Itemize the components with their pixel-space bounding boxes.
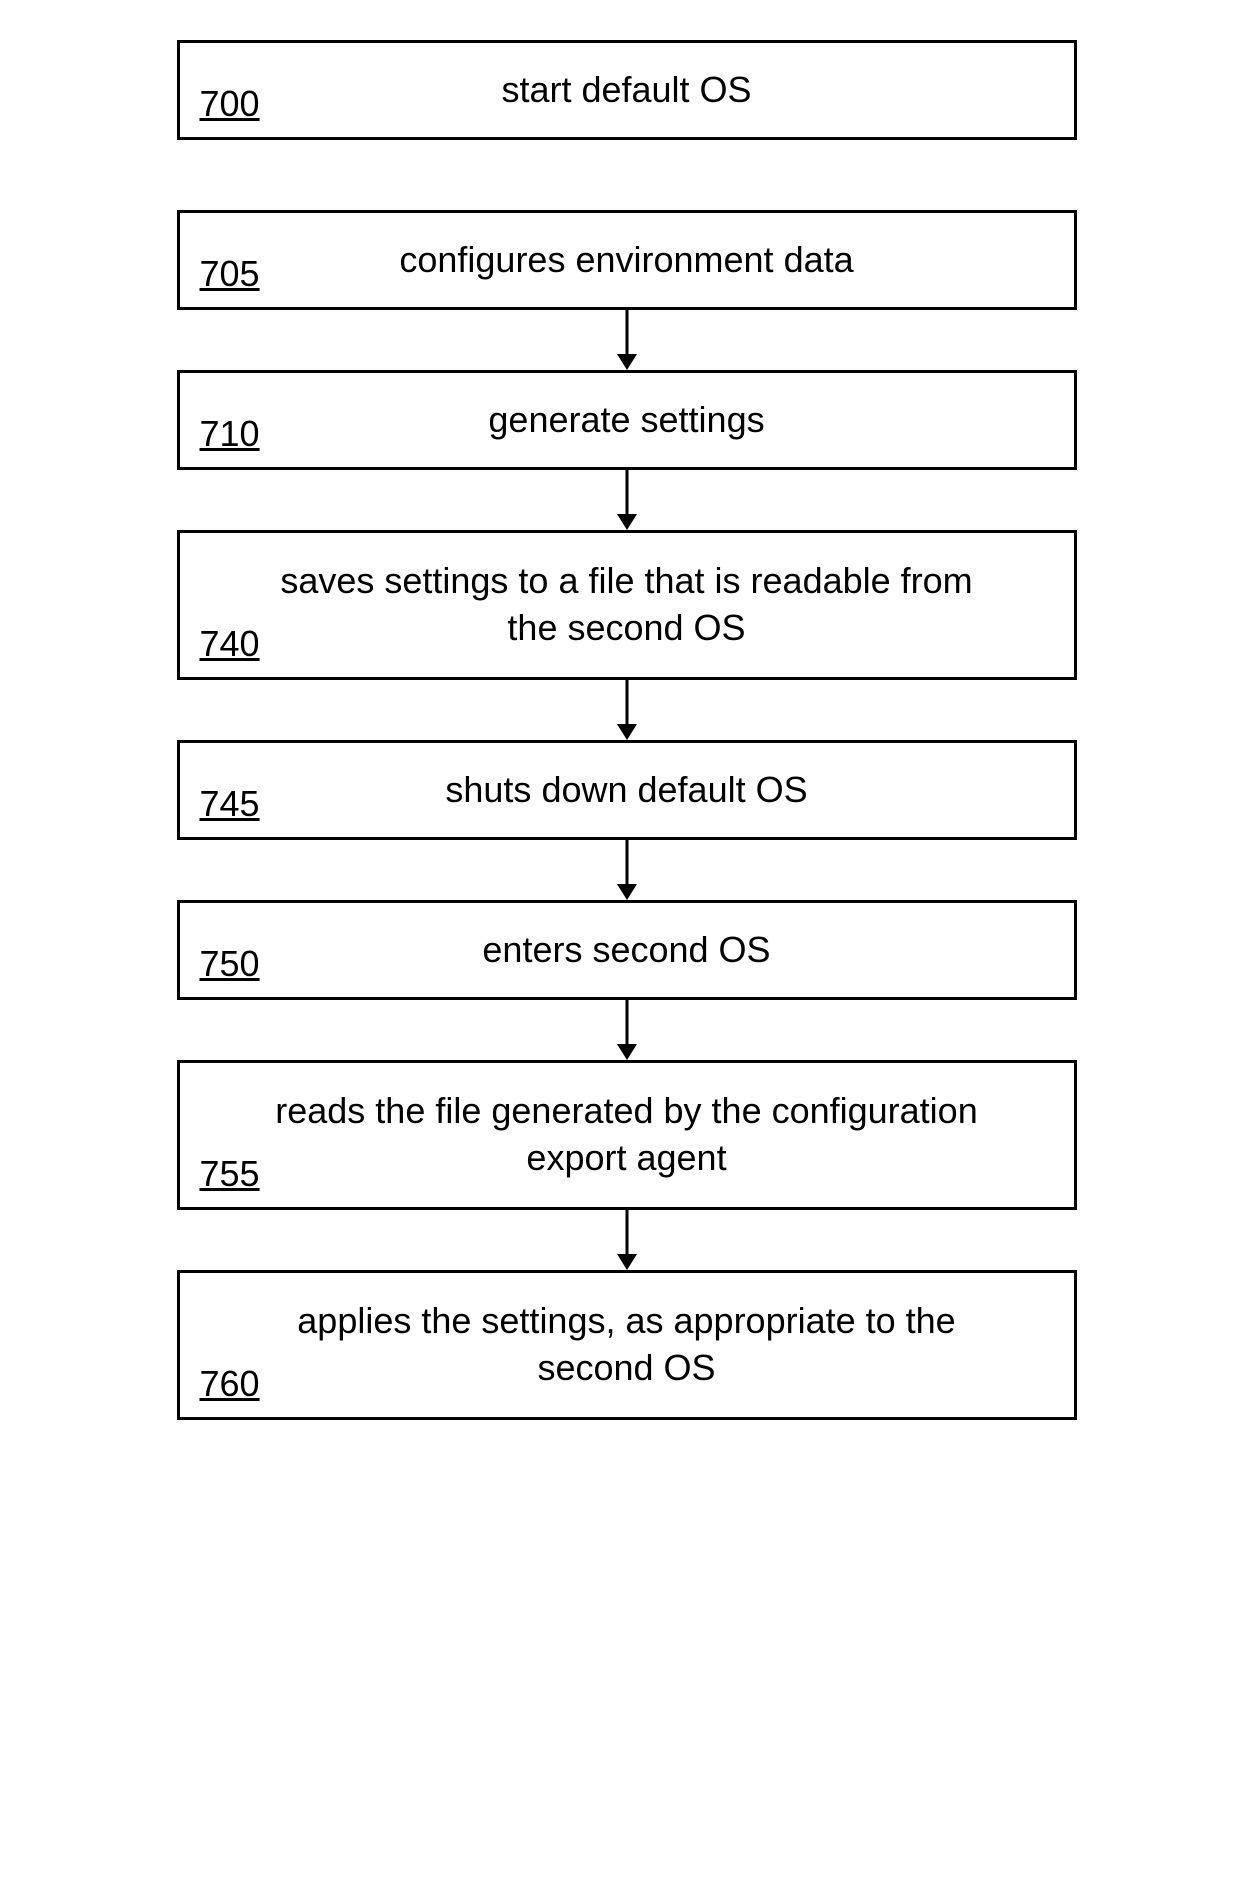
flow-arrow [607,840,647,900]
flow-box-number: 700 [200,83,260,125]
flow-arrow [607,1000,647,1060]
flow-box-number: 745 [200,783,260,825]
flow-box-label: applies the settings, as appropriate to … [200,1298,1054,1392]
flow-box-label: saves settings to a file that is readabl… [200,558,1054,652]
flow-box-750: enters second OS750 [177,900,1077,1000]
flow-box-745: shuts down default OS745 [177,740,1077,840]
flow-arrow [607,310,647,370]
flow-box-label: start default OS [200,67,1054,114]
flow-box-label: reads the file generated by the configur… [200,1088,1054,1182]
flow-box-740: saves settings to a file that is readabl… [177,530,1077,680]
flow-box-number: 755 [200,1153,260,1195]
flow-box-710: generate settings710 [177,370,1077,470]
flowchart-container: start default OS700 configures environmen… [40,40,1213,1420]
flow-arrow [607,1210,647,1270]
flow-box-number: 710 [200,413,260,455]
flow-box-number: 760 [200,1363,260,1405]
flow-arrow [607,470,647,530]
flow-box-number: 740 [200,623,260,665]
flow-box-label: generate settings [200,397,1054,444]
flow-box-760: applies the settings, as appropriate to … [177,1270,1077,1420]
flow-box-label: enters second OS [200,927,1054,974]
flow-box-700: start default OS700 [177,40,1077,140]
flow-box-label: shuts down default OS [200,767,1054,814]
flow-arrow [607,680,647,740]
flow-box-705: configures environment data705 [177,210,1077,310]
flow-box-number: 750 [200,943,260,985]
flow-box-label: configures environment data [200,237,1054,284]
flow-box-755: reads the file generated by the configur… [177,1060,1077,1210]
flow-box-number: 705 [200,253,260,295]
